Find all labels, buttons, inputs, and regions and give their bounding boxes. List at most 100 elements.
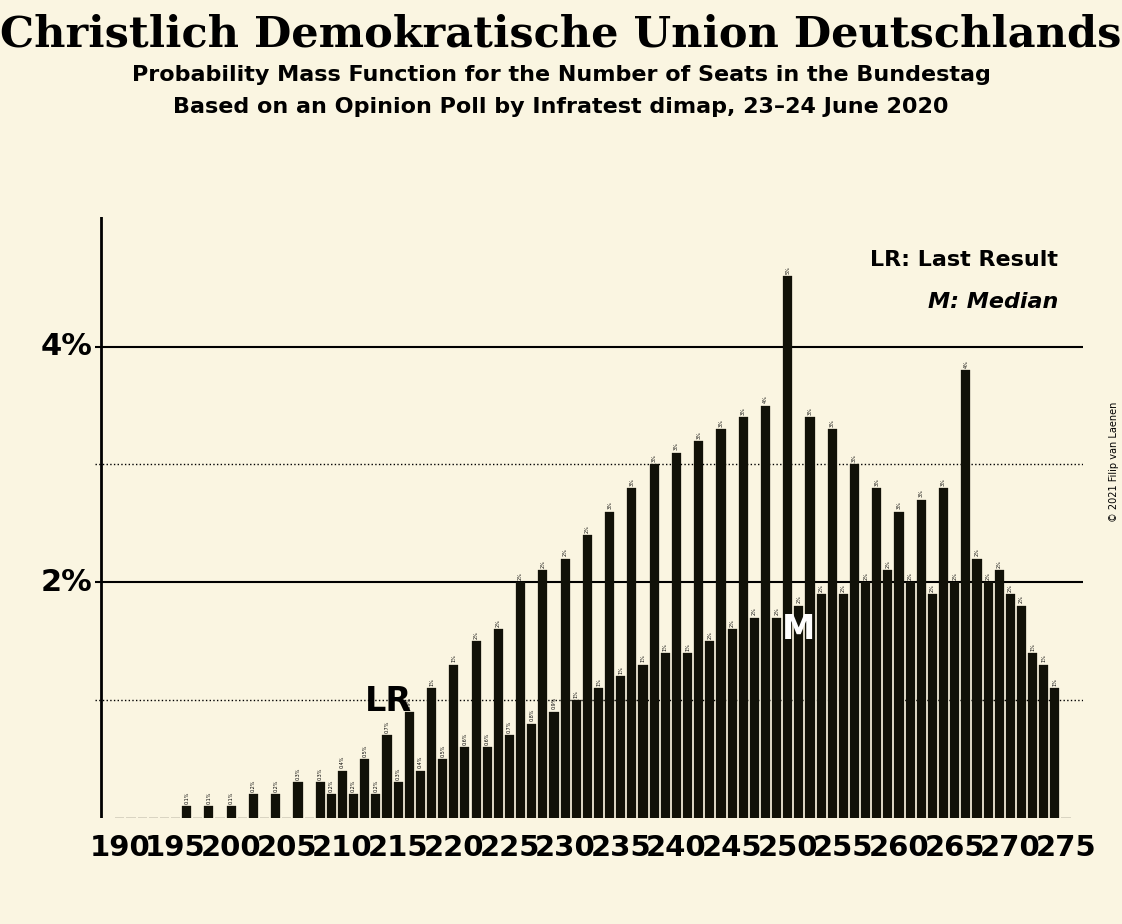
Text: 3%: 3% — [852, 455, 857, 462]
Bar — [761, 406, 770, 818]
Text: 0.4%: 0.4% — [340, 756, 344, 768]
Bar — [1028, 653, 1037, 818]
Bar — [272, 795, 280, 818]
Text: 2%: 2% — [985, 572, 991, 580]
Text: 2%: 2% — [996, 560, 1002, 568]
Text: 0.6%: 0.6% — [485, 733, 489, 745]
Text: 0.2%: 0.2% — [329, 780, 334, 792]
Text: 0.2%: 0.2% — [251, 780, 256, 792]
Bar — [905, 582, 914, 818]
Text: 0.7%: 0.7% — [507, 721, 512, 733]
Text: 0.5%: 0.5% — [440, 744, 445, 757]
Bar — [962, 371, 971, 818]
Text: 0.6%: 0.6% — [462, 733, 468, 745]
Text: 0.3%: 0.3% — [396, 768, 401, 780]
Bar — [438, 759, 448, 818]
Text: 3%: 3% — [896, 502, 902, 509]
Text: 2%: 2% — [885, 560, 891, 568]
Text: 1%: 1% — [596, 678, 601, 686]
Bar — [1005, 594, 1015, 818]
Text: 2%: 2% — [953, 572, 957, 580]
Text: 1%: 1% — [663, 643, 668, 650]
Bar — [950, 582, 959, 818]
Bar — [594, 688, 604, 818]
Bar — [894, 512, 903, 818]
Text: 3%: 3% — [674, 443, 679, 450]
Bar — [984, 582, 993, 818]
Bar — [928, 594, 937, 818]
Bar — [582, 535, 592, 818]
Text: 2%: 2% — [930, 584, 935, 591]
Bar — [204, 806, 213, 818]
Text: 2%: 2% — [908, 572, 912, 580]
Bar — [839, 594, 848, 818]
Text: M: Median: M: Median — [928, 292, 1058, 312]
Text: 1%: 1% — [573, 690, 579, 698]
Text: 2%: 2% — [518, 572, 523, 580]
Bar — [973, 559, 982, 818]
Bar — [494, 629, 503, 818]
Text: 1%: 1% — [1030, 643, 1036, 650]
Text: 5%: 5% — [785, 266, 790, 274]
Text: 2%: 2% — [1019, 596, 1024, 603]
Text: 2%: 2% — [774, 607, 779, 615]
Bar — [850, 465, 859, 818]
Text: 3%: 3% — [941, 478, 946, 486]
Text: 3%: 3% — [830, 419, 835, 427]
Bar — [828, 429, 837, 818]
Bar — [550, 711, 559, 818]
Text: 0.9%: 0.9% — [407, 697, 412, 710]
Text: 3%: 3% — [607, 502, 613, 509]
Text: Probability Mass Function for the Number of Seats in the Bundestag: Probability Mass Function for the Number… — [131, 65, 991, 85]
Bar — [883, 570, 892, 818]
Bar — [1017, 606, 1027, 818]
Text: 1%: 1% — [429, 678, 434, 686]
Bar — [249, 795, 258, 818]
Text: 2%: 2% — [752, 607, 757, 615]
Bar — [706, 641, 715, 818]
Text: 1%: 1% — [451, 654, 457, 663]
Bar — [749, 617, 758, 818]
Bar — [672, 453, 681, 818]
Text: M: M — [782, 613, 816, 646]
Bar — [716, 429, 726, 818]
Text: 0.3%: 0.3% — [318, 768, 323, 780]
Text: 2%: 2% — [585, 525, 590, 533]
Bar — [939, 488, 948, 818]
Bar — [327, 795, 335, 818]
Bar — [661, 653, 670, 818]
Bar — [616, 676, 625, 818]
Text: 3%: 3% — [919, 490, 923, 497]
Bar — [772, 617, 781, 818]
Text: 0.1%: 0.1% — [184, 791, 190, 804]
Text: 4%: 4% — [964, 360, 968, 368]
Text: 0.7%: 0.7% — [385, 721, 389, 733]
Bar — [360, 759, 369, 818]
Bar — [917, 500, 926, 818]
Text: 3%: 3% — [652, 455, 656, 462]
Text: 2%: 2% — [496, 619, 500, 627]
Text: 1%: 1% — [618, 666, 624, 675]
Bar — [683, 653, 692, 818]
Text: 3%: 3% — [808, 407, 812, 415]
Text: 2%: 2% — [797, 596, 801, 603]
Bar — [794, 606, 803, 818]
Text: 2%: 2% — [1008, 584, 1013, 591]
Text: 4%: 4% — [763, 395, 767, 403]
Text: 3%: 3% — [718, 419, 724, 427]
Text: 0.1%: 0.1% — [229, 791, 233, 804]
Bar — [572, 700, 581, 818]
Bar — [516, 582, 525, 818]
Bar — [1050, 688, 1059, 818]
Text: 3%: 3% — [874, 478, 880, 486]
Bar — [383, 736, 392, 818]
Bar — [338, 771, 347, 818]
Bar — [449, 664, 459, 818]
Bar — [416, 771, 425, 818]
Bar — [695, 441, 703, 818]
Bar — [738, 418, 747, 818]
Text: 0.9%: 0.9% — [552, 697, 557, 710]
Bar — [872, 488, 882, 818]
Text: 3%: 3% — [741, 407, 746, 415]
Text: 2%: 2% — [819, 584, 824, 591]
